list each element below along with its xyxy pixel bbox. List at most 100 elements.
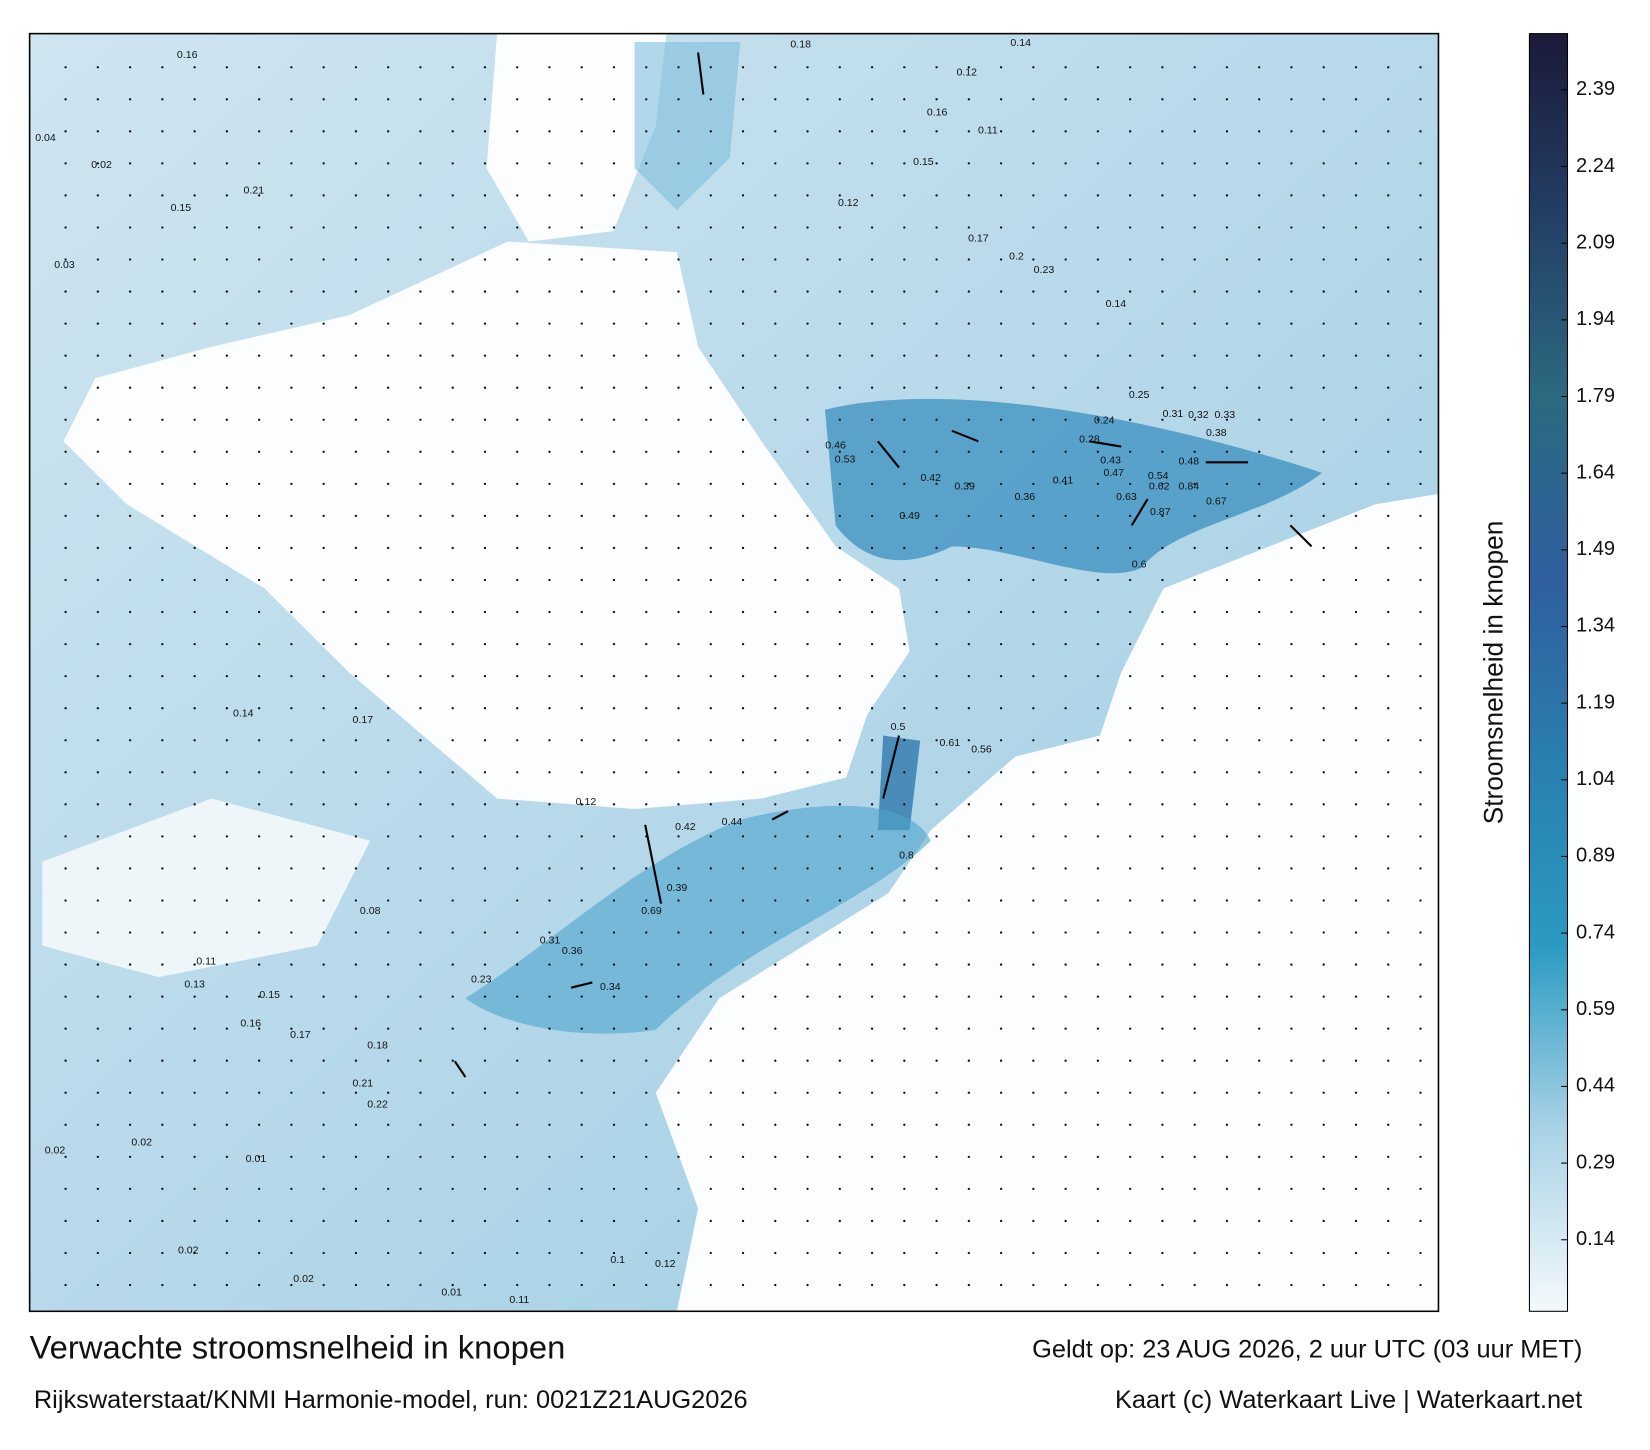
grid-dot [483, 482, 487, 486]
grid-dot [774, 963, 777, 966]
grid-dot [870, 1187, 874, 1191]
grid-dot [1225, 226, 1229, 229]
grid-dot [1064, 258, 1067, 261]
valid-time: Geldt op: 23 AUG 2026, 2 uur UTC (03 uur… [1032, 1336, 1582, 1364]
grid-dot [709, 482, 712, 486]
grid-dot [1225, 98, 1229, 101]
grid-dot [1290, 1059, 1293, 1062]
grid-dot [290, 1251, 293, 1255]
grid-dot [1032, 1091, 1035, 1094]
grid-dot [612, 546, 616, 550]
speed-label: 0.17 [968, 233, 989, 245]
grid-dot [709, 162, 712, 165]
grid-dot [1161, 290, 1164, 293]
grid-dot [290, 674, 293, 678]
grid-dot [935, 867, 938, 870]
grid-dot [1419, 835, 1422, 838]
grid-dot [1322, 674, 1325, 678]
grid-dot [870, 642, 874, 646]
grid-dot [645, 1059, 648, 1062]
current-arrow [1130, 498, 1149, 526]
grid-dot [64, 1027, 67, 1030]
grid-dot [967, 322, 971, 325]
grid-dot [1193, 194, 1196, 197]
grid-dot [322, 226, 325, 229]
grid-dot [580, 98, 583, 101]
grid-dot [1161, 162, 1164, 165]
grid-dot [516, 1219, 519, 1223]
grid-dot [1258, 194, 1261, 197]
grid-dot [999, 771, 1003, 774]
colorbar-tick-label: 1.49 [1576, 538, 1615, 560]
grid-dot [483, 1251, 487, 1255]
grid-dot [483, 98, 487, 101]
grid-dot [451, 482, 454, 486]
grid-dot [1258, 707, 1261, 710]
grid-dot [1064, 1219, 1067, 1223]
grid-dot [257, 546, 261, 550]
grid-dot [1354, 771, 1358, 774]
grid-dot [677, 482, 680, 486]
current-arrow [877, 440, 900, 469]
grid-dot [903, 1251, 906, 1255]
strong-current [825, 398, 1323, 574]
grid-dot [1128, 899, 1132, 902]
grid-dot [1354, 226, 1358, 229]
grid-dot [1225, 835, 1229, 838]
grid-dot [96, 739, 99, 742]
grid-dot [935, 835, 938, 838]
grid-dot [387, 1155, 390, 1159]
grid-dot [96, 899, 99, 902]
grid-dot [128, 354, 132, 357]
grid-dot [322, 995, 325, 998]
grid-dot [1128, 546, 1132, 550]
grid-dot [548, 418, 551, 421]
grid-dot [903, 450, 906, 453]
grid-dot [548, 450, 551, 453]
grid-dot [193, 1155, 196, 1159]
grid-dot [935, 899, 938, 902]
grid-dot [1161, 1251, 1164, 1255]
grid-dot [1193, 258, 1196, 261]
grid-dot [870, 354, 874, 357]
grid-dot [290, 354, 293, 357]
land [486, 33, 667, 242]
grid-dot [354, 1283, 358, 1287]
grid-dot [1322, 1283, 1325, 1287]
grid-dot [1290, 418, 1293, 421]
grid-dot [1128, 1123, 1132, 1126]
grid-dot [161, 1187, 164, 1191]
grid-dot [451, 803, 454, 806]
speed-label: 0.14 [233, 708, 254, 720]
grid-dot [64, 1251, 67, 1255]
grid-dot [1096, 1123, 1100, 1126]
grid-dot [419, 1059, 422, 1062]
grid-dot [838, 995, 841, 998]
grid-dot [645, 450, 648, 453]
grid-dot [451, 642, 454, 646]
speed-label: 0.12 [576, 796, 597, 808]
grid-dot [322, 1027, 325, 1030]
grid-dot [1161, 98, 1164, 101]
grid-dot [161, 546, 164, 550]
grid-dot [580, 450, 583, 453]
grid-dot [1322, 931, 1325, 934]
grid-dot [225, 162, 229, 165]
grid-dot [290, 162, 293, 165]
grid-dot [1387, 1027, 1390, 1030]
speed-label: 0.63 [1116, 491, 1137, 503]
grid-dot [1193, 130, 1196, 133]
grid-dot [806, 354, 809, 357]
grid-dot [354, 450, 358, 453]
grid-dot [290, 290, 293, 293]
grid-dot [290, 66, 293, 69]
grid-dot [96, 867, 99, 870]
grid-dot [483, 130, 487, 133]
grid-dot [1354, 1155, 1358, 1159]
grid-dot [225, 739, 229, 742]
grid-dot [193, 354, 196, 357]
grid-dot [419, 482, 422, 486]
speed-label: 0.33 [1215, 409, 1236, 421]
grid-dot [1322, 803, 1325, 806]
grid-dot [322, 482, 325, 486]
